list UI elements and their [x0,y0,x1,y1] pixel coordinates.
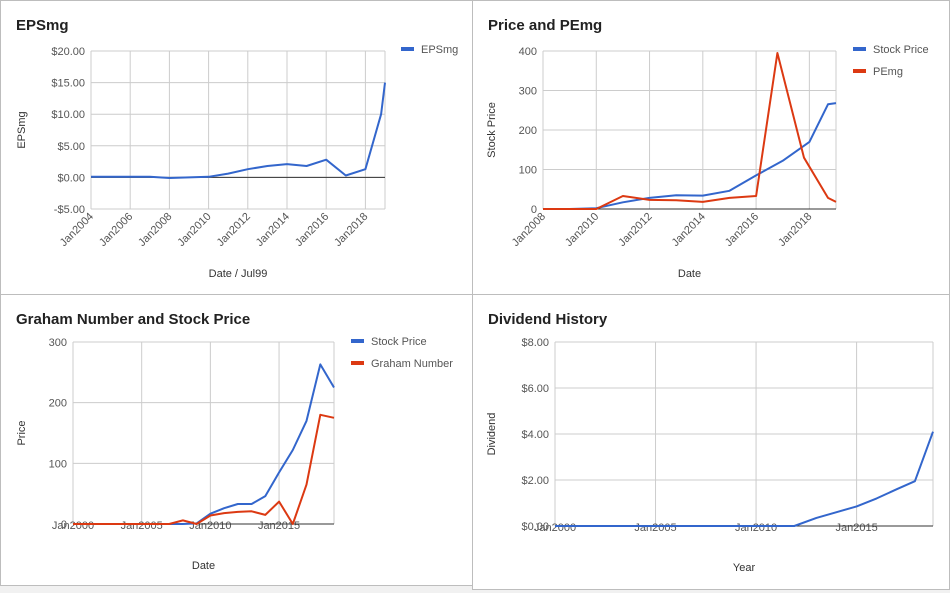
chart-svg-dividend: Dividend History $0.00 $2.00 $4.00 $6.00 $8.0… [486,311,934,574]
chart-svg-graham: Graham Number and Stock Price 0 100 200 300 J… [16,311,453,572]
y-tick-label: 300 [519,86,537,98]
x-tick-label: Jan2000 [52,520,94,532]
y-axis-title: EPSmg [16,111,28,148]
legend-swatch-pemg [853,69,866,73]
y-tick-label: 0 [531,204,537,216]
x-tick-label: Jan2016 [723,211,761,249]
x-axis-title: Date [678,268,701,280]
legend-label-epsmg: EPSmg [421,44,458,56]
y-tick-label: 200 [519,125,537,137]
y-tick-label: $4.00 [521,429,549,441]
y-tick-label: 100 [49,458,67,470]
series-line-dividend [555,431,934,527]
legend-label-stock-price: Stock Price [371,336,427,348]
x-tick-label: Jan2010 [175,211,213,249]
x-tick-label: Jan2010 [189,520,231,532]
y-axis-title: Price [16,420,28,445]
y-tick-label: $8.00 [521,337,549,349]
x-tick-label: Jan2012 [215,211,253,249]
chart-title-price-pemg: Price and PEmg [488,17,602,34]
x-tick-label: Jan2018 [332,211,370,249]
series-line-graham-number [73,413,335,525]
y-tick-label: $0.00 [57,172,85,184]
y-tick-label: $6.00 [521,383,549,395]
series-line-stock-price [73,363,335,525]
chart-panel-dividend: Dividend History $0.00 $2.00 $4.00 $6.00 $8.0… [472,294,950,590]
x-tick-label: Jan2005 [634,522,676,534]
x-tick-label: Jan2014 [670,211,708,249]
x-tick-label: Jan2005 [121,520,163,532]
x-axis-title: Date / Jul99 [209,268,268,280]
x-tick-label: Jan2004 [58,211,96,249]
legend-swatch-stock-price [351,339,364,343]
y-tick-label: -$5.00 [54,204,85,216]
chart-svg-price-pemg: Price and PEmg 0 100 200 300 400 Jan2008 Jan201… [486,17,929,280]
x-tick-label: Jan2006 [97,211,135,249]
chart-title-dividend: Dividend History [488,311,608,328]
legend-swatch-epsmg [401,47,414,51]
series-line-pemg [543,52,837,210]
legend-label-graham-number: Graham Number [371,358,453,370]
y-tick-label: 400 [519,46,537,58]
chart-svg-epsmg: EPSmg -$5.00 $0.00 $5.00 $10.00 $15.00 $20.00 J… [16,17,458,280]
chart-panel-epsmg: EPSmg -$5.00 $0.00 $5.00 $10.00 $15.00 $20.00 J… [0,0,473,295]
y-tick-label: 200 [49,398,67,410]
y-tick-label: $15.00 [51,78,85,90]
x-tick-label: Jan2014 [254,211,292,249]
x-tick-label: Jan2015 [835,522,877,534]
x-tick-label: Jan2012 [616,211,654,249]
legend-label-pemg: PEmg [873,66,903,78]
y-axis-title: Stock Price [486,102,498,158]
x-tick-label: Jan2010 [735,522,777,534]
chart-title-epsmg: EPSmg [16,17,69,34]
legend-swatch-stock-price [853,47,866,51]
x-axis-title: Year [733,562,756,574]
y-tick-label: $10.00 [51,109,85,121]
x-tick-label: Jan2008 [510,211,548,249]
y-tick-label: 0 [61,519,67,531]
y-tick-label: $0.00 [521,521,549,533]
legend-swatch-graham-number [351,361,364,365]
legend-label-stock-price: Stock Price [873,44,929,56]
chart-panel-price-pemg: Price and PEmg 0 100 200 300 400 Jan2008 Jan201… [472,0,950,295]
y-tick-label: 300 [49,337,67,349]
x-tick-label: Jan2015 [258,520,300,532]
x-tick-label: Jan2018 [776,211,814,249]
x-axis-title: Date [192,560,215,572]
y-tick-label: $5.00 [57,141,85,153]
y-tick-label: $2.00 [521,475,549,487]
x-tick-label: Jan2010 [563,211,601,249]
series-line-epsmg [91,82,386,179]
series-line-stock-price [543,102,837,210]
y-tick-label: 100 [519,165,537,177]
y-axis-title: Dividend [486,413,498,456]
x-tick-label: Jan2000 [534,522,576,534]
x-tick-label: Jan2016 [293,211,331,249]
chart-panel-graham: Graham Number and Stock Price 0 100 200 300 J… [0,294,473,586]
chart-title-graham: Graham Number and Stock Price [16,311,250,328]
x-tick-label: Jan2008 [136,211,174,249]
y-tick-label: $20.00 [51,46,85,58]
